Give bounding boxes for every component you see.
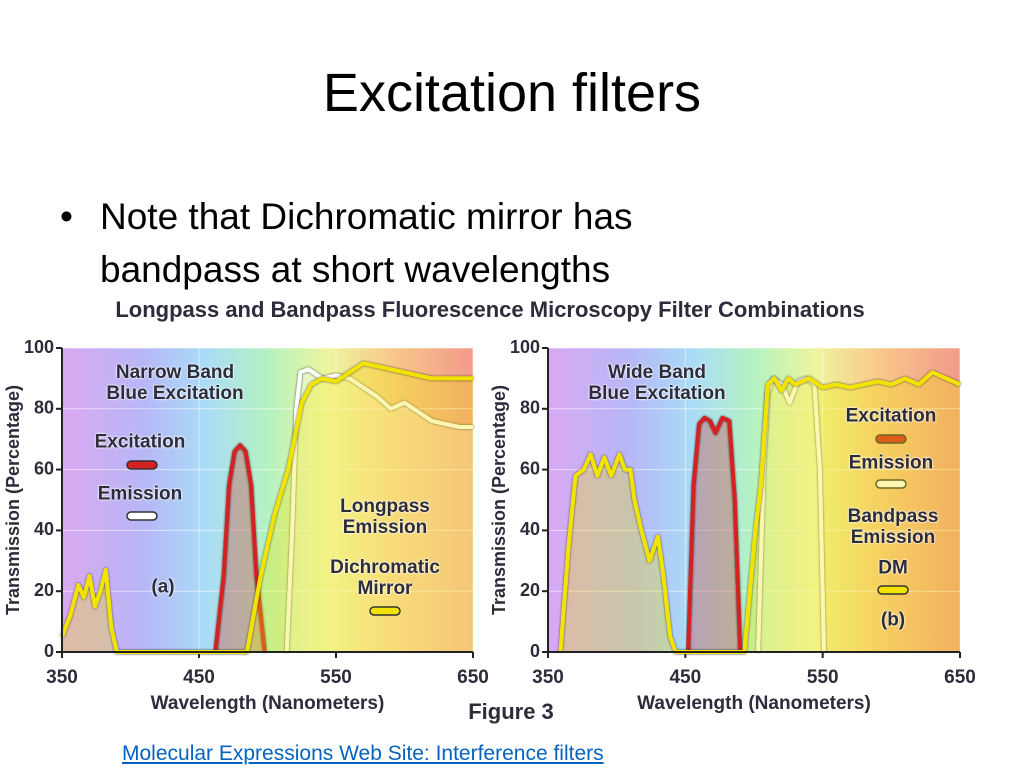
curve: [558, 370, 961, 654]
x-tick-label: 350: [532, 667, 564, 688]
y-axis-label: Transmission (Percentage): [489, 385, 509, 615]
x-tick-label: 450: [669, 667, 701, 688]
slide-title: Excitation filters: [322, 63, 702, 123]
legend-swatch: [126, 511, 158, 521]
y-tick-label: 100: [24, 337, 54, 357]
y-tick-label: 60: [520, 458, 540, 478]
annotation: Longpass Emission: [340, 496, 430, 538]
y-tick-label: 0: [530, 641, 540, 661]
curve-area: [560, 372, 960, 652]
y-tick-label: 80: [34, 398, 54, 418]
x-tick-label: 650: [944, 667, 976, 688]
legend-label: Emission: [848, 452, 934, 474]
curve-area: [215, 445, 265, 652]
legend-label: Excitation: [845, 405, 937, 427]
legend-label: Excitation: [94, 431, 186, 453]
x-tick-label: 450: [183, 667, 215, 688]
curve-area: [62, 363, 473, 652]
y-tick-label: 40: [520, 519, 540, 539]
plot-background: [548, 348, 960, 652]
annotation: Bandpass Emission: [847, 506, 939, 548]
curve-area: [286, 369, 473, 652]
curve: [213, 443, 267, 653]
figure-caption: Figure 3: [468, 699, 554, 724]
x-tick-label: 550: [807, 667, 839, 688]
y-tick-label: 80: [520, 398, 540, 418]
x-axis-label: Wavelength (Nanometers): [151, 693, 385, 714]
curve: [60, 361, 473, 654]
annotation: (b): [880, 609, 906, 631]
y-tick-label: 20: [34, 580, 54, 600]
x-tick-label: 350: [46, 667, 78, 688]
y-tick-label: 100: [510, 337, 540, 357]
annotation: (a): [151, 576, 175, 598]
curve-area: [758, 378, 824, 652]
legend-label: DM: [878, 557, 908, 579]
bullet-text: Note that Dichromatic mirror has bandpas…: [60, 190, 760, 296]
legend-swatch: [369, 606, 401, 616]
y-tick-label: 20: [520, 580, 540, 600]
curve: [284, 367, 473, 653]
y-axis-label: Transmission (Percentage): [3, 385, 23, 615]
legend-swatch: [875, 479, 907, 489]
curve-area: [688, 417, 741, 652]
y-tick-label: 60: [34, 458, 54, 478]
legend-swatch: [875, 434, 907, 444]
annotation: Wide Band Blue Excitation: [588, 362, 726, 404]
x-tick-label: 650: [457, 667, 489, 688]
legend-swatch: [877, 585, 909, 595]
legend-swatch: [126, 460, 158, 470]
legend-label: Dichromatic Mirror: [330, 557, 440, 599]
y-tick-label: 0: [44, 641, 54, 661]
annotation: Narrow Band Blue Excitation: [106, 362, 244, 404]
plot-background: [62, 348, 473, 652]
figure-title: Longpass and Bandpass Fluorescence Micro…: [115, 297, 864, 322]
y-tick-label: 40: [34, 519, 54, 539]
x-axis-label: Wavelength (Nanometers): [637, 693, 871, 714]
x-tick-label: 550: [320, 667, 352, 688]
curve: [686, 415, 743, 653]
legend-label: Emission: [97, 483, 183, 505]
source-link[interactable]: Molecular Expressions Web Site: Interfer…: [122, 742, 604, 765]
